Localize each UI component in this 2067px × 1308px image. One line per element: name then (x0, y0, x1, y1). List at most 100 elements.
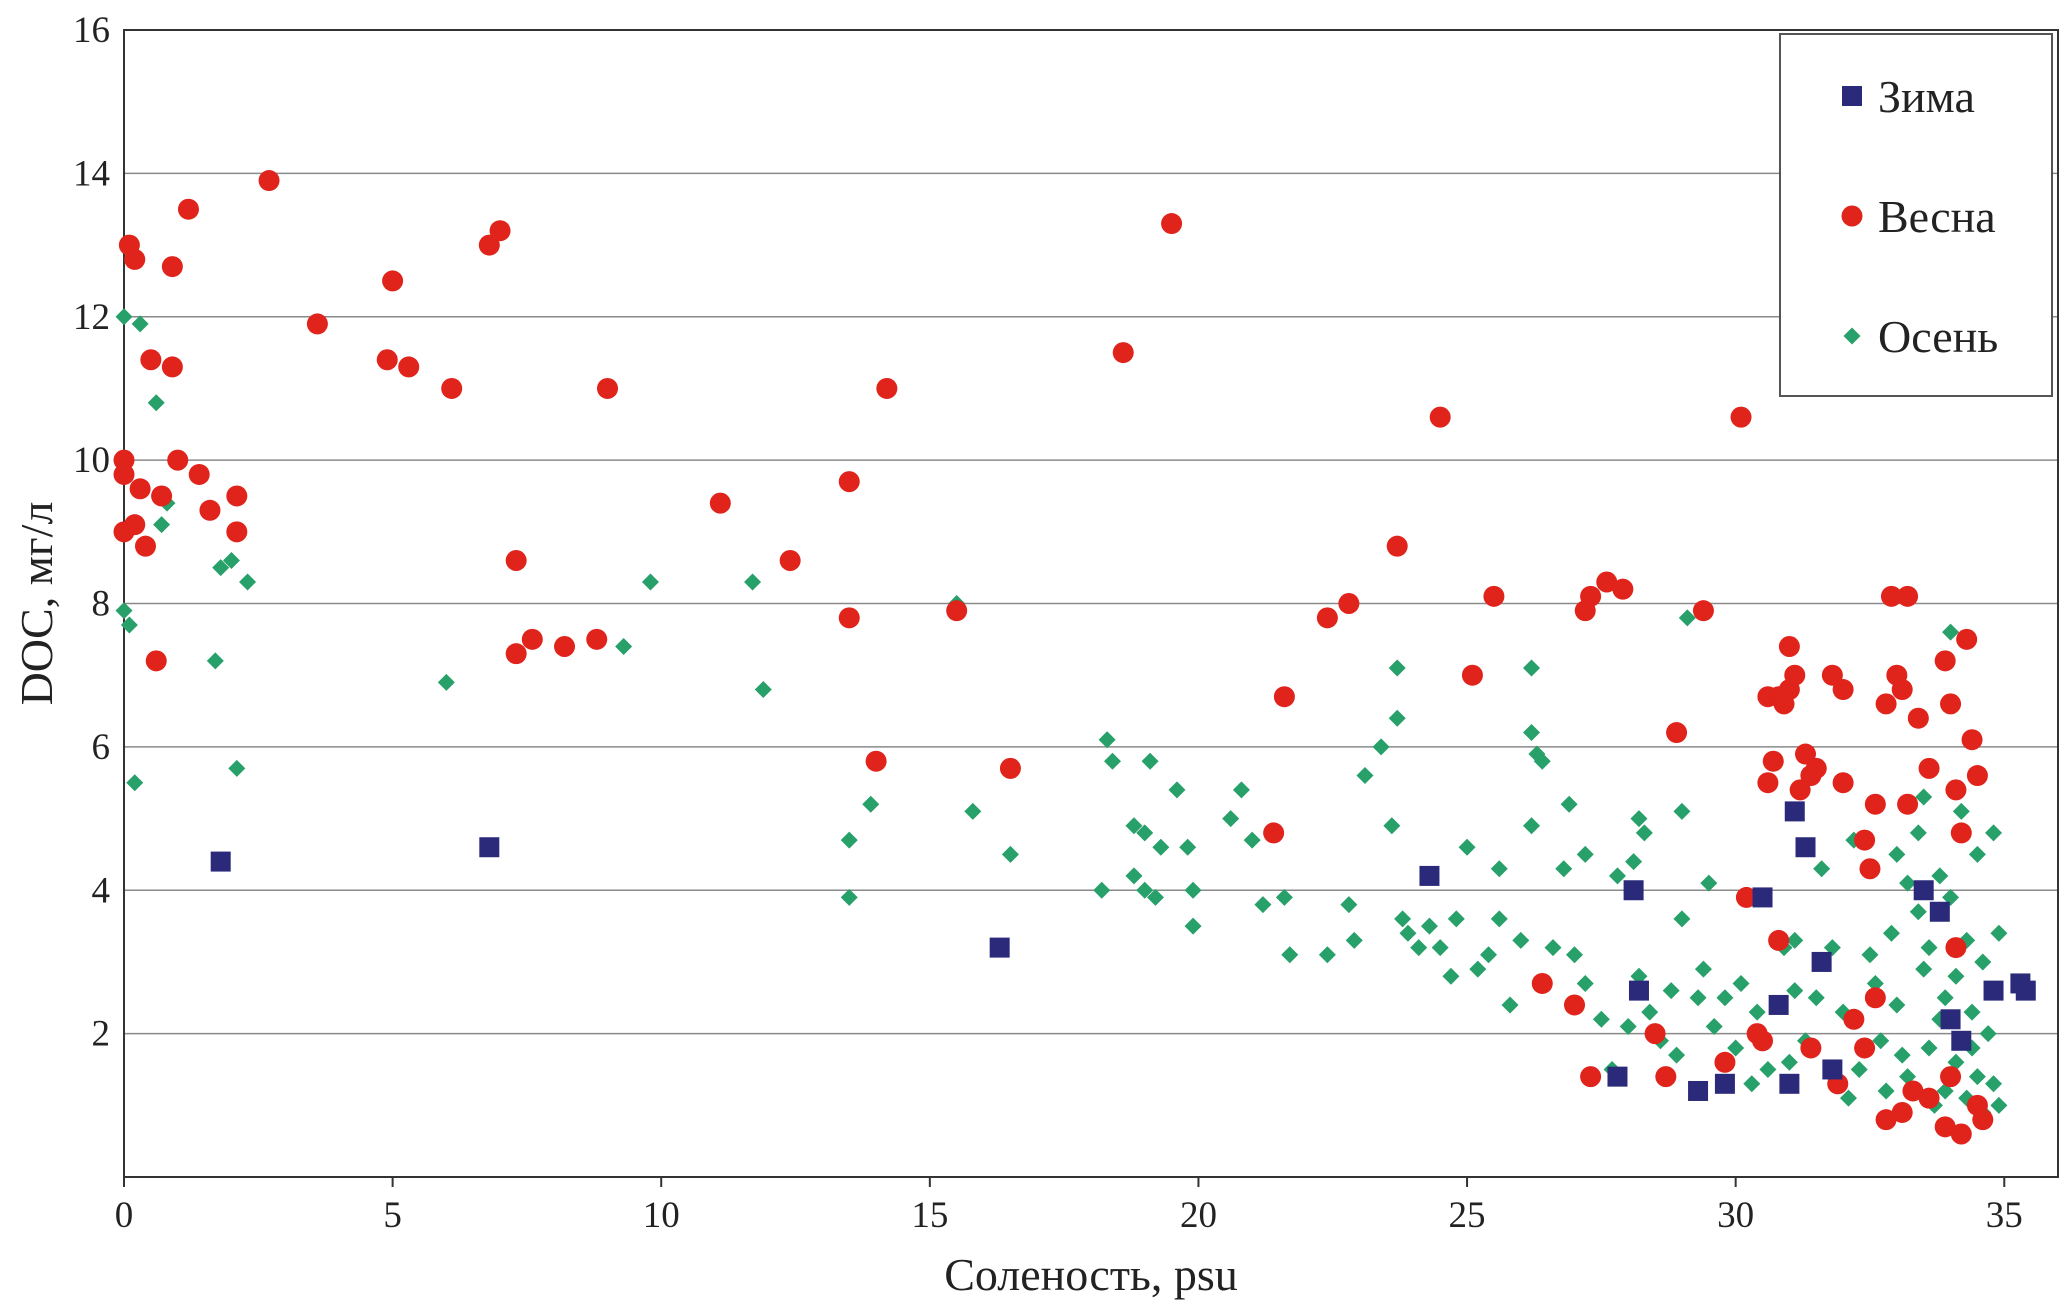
point-diamond (1915, 960, 1933, 978)
x-tick-label: 0 (115, 1195, 134, 1236)
point-diamond (1619, 1017, 1637, 1035)
point-circle (1843, 1008, 1865, 1030)
point-diamond (1920, 1039, 1938, 1057)
point-diamond (1872, 1032, 1890, 1050)
point-diamond (1979, 1025, 1997, 1043)
point-circle (1580, 1066, 1602, 1088)
point-diamond (115, 308, 133, 326)
point-diamond (1899, 874, 1917, 892)
point-circle (1386, 535, 1408, 557)
point-circle (1875, 693, 1897, 715)
point-diamond (1254, 896, 1272, 914)
legend-marker-square (1842, 86, 1862, 106)
point-circle (1800, 1037, 1822, 1059)
point-circle (1531, 972, 1553, 994)
point-diamond (1523, 817, 1541, 835)
point-circle (199, 499, 221, 521)
legend-marker-circle (1841, 205, 1863, 227)
point-diamond (1942, 888, 1960, 906)
point-diamond (1662, 982, 1680, 1000)
point-diamond (1372, 738, 1390, 756)
point-circle (398, 356, 420, 378)
point-circle (1273, 686, 1295, 708)
point-circle (1891, 1101, 1913, 1123)
point-diamond (1098, 731, 1116, 749)
point-diamond (1759, 1060, 1777, 1078)
point-circle (999, 757, 1021, 779)
y-axis-title: DOC, мг/л (11, 502, 62, 706)
point-diamond (1716, 989, 1734, 1007)
y-tick-label: 8 (92, 584, 111, 625)
point-diamond (1501, 996, 1519, 1014)
point-circle (177, 198, 199, 220)
point-circle (1880, 585, 1902, 607)
point-circle (865, 750, 887, 772)
legend: Зима Весна Осень (1779, 33, 2053, 397)
y-tick-label: 10 (73, 440, 110, 481)
point-circle (1907, 707, 1929, 729)
point-circle (1666, 722, 1688, 744)
point-diamond (1318, 946, 1336, 964)
point-diamond (1184, 917, 1202, 935)
point-circle (505, 643, 527, 665)
point-diamond (1625, 853, 1643, 871)
point-diamond (1394, 910, 1412, 928)
point-diamond (131, 315, 149, 333)
point-diamond (239, 573, 257, 591)
point-diamond (1748, 1003, 1766, 1021)
point-square (1913, 880, 1934, 901)
point-diamond (1694, 960, 1712, 978)
point-diamond (1184, 881, 1202, 899)
point-diamond (153, 516, 171, 534)
point-circle (226, 485, 248, 507)
point-square (1607, 1066, 1628, 1087)
point-circle (1805, 757, 1827, 779)
point-circle (226, 521, 248, 543)
point-circle (1945, 779, 1967, 801)
point-square (1983, 980, 2004, 1001)
y-tick-label: 12 (73, 297, 110, 338)
point-diamond (1576, 974, 1594, 992)
point-diamond (1275, 888, 1293, 906)
point-diamond (1839, 1089, 1857, 1107)
point-circle (1945, 937, 1967, 959)
point-diamond (1807, 989, 1825, 1007)
point-diamond (1909, 903, 1927, 921)
point-circle (1854, 1037, 1876, 1059)
point-diamond (1743, 1075, 1761, 1093)
point-diamond (1630, 967, 1648, 985)
point-circle (151, 485, 173, 507)
point-diamond (1963, 1003, 1981, 1021)
point-diamond (1093, 881, 1111, 899)
point-circle (876, 377, 898, 399)
x-tick-label: 35 (1986, 1195, 2023, 1236)
point-diamond (862, 795, 880, 813)
point-diamond (1813, 860, 1831, 878)
point-circle (1961, 729, 1983, 751)
point-diamond (1990, 924, 2008, 942)
point-diamond (1388, 659, 1406, 677)
point-circle (1821, 664, 1843, 686)
point-diamond (1281, 946, 1299, 964)
point-circle (1612, 578, 1634, 600)
point-circle (1263, 822, 1285, 844)
point-diamond (1990, 1096, 2008, 1114)
point-diamond (1915, 788, 1933, 806)
point-circle (1795, 743, 1817, 765)
data-marks (113, 170, 2036, 1145)
point-circle (597, 377, 618, 399)
point-diamond (1732, 974, 1750, 992)
point-circle (1875, 1109, 1897, 1131)
point-square (1688, 1080, 1709, 1101)
point-diamond (147, 394, 165, 412)
point-circle (1891, 679, 1913, 701)
point-diamond (1512, 931, 1530, 949)
point-diamond (1668, 1046, 1686, 1064)
point-circle (188, 463, 210, 485)
point-diamond (1678, 609, 1696, 627)
point-diamond (615, 638, 633, 656)
point-square (1951, 1030, 1972, 1051)
point-circle (124, 514, 146, 536)
point-circle (1768, 929, 1790, 951)
point-circle (1897, 793, 1919, 815)
